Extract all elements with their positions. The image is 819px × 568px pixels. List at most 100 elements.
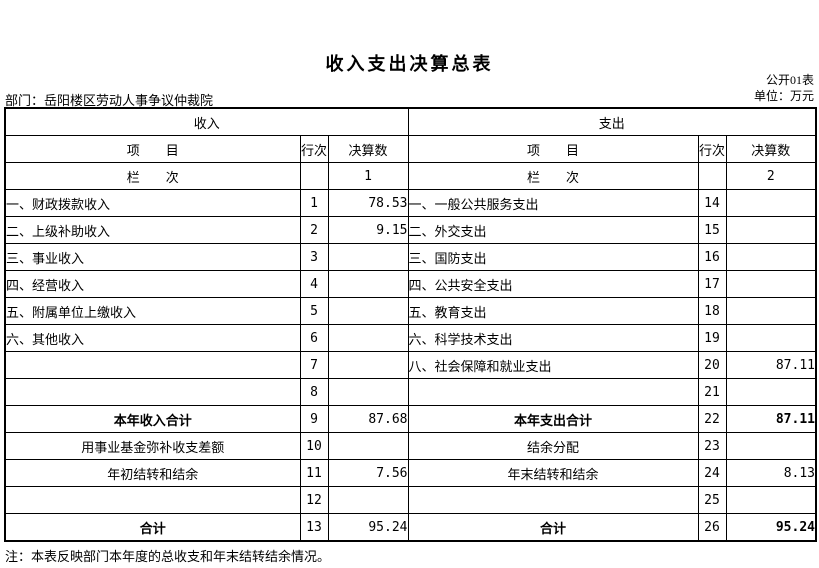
amount-cell — [327, 486, 409, 514]
item-cell: 年末结转和结余 — [407, 459, 699, 487]
expense-section-header: 支出 — [407, 107, 817, 136]
amount-cell: 78.53 — [327, 189, 409, 217]
income-column-number: 1 — [327, 162, 409, 190]
amount-cell — [725, 216, 817, 244]
line-no-cell: 22 — [697, 405, 727, 433]
amount-cell — [725, 486, 817, 514]
amount-cell — [327, 378, 409, 406]
line-no-cell: 15 — [697, 216, 727, 244]
amount-cell — [725, 270, 817, 298]
amount-cell — [725, 324, 817, 352]
item-column-header: 项 目 — [4, 135, 301, 163]
line-no-cell: 1 — [299, 189, 329, 217]
item-cell: 四、公共安全支出 — [407, 270, 699, 298]
table-row: 12 25 — [4, 486, 817, 514]
amount-cell: 87.11 — [725, 351, 817, 379]
item-cell: 合计 — [407, 513, 699, 542]
amount-cell — [327, 243, 409, 271]
amount-cell: 95.24 — [725, 513, 817, 542]
amount-cell — [327, 324, 409, 352]
item-cell — [4, 486, 301, 514]
table-row: 三、事业收入 3 三、国防支出 16 — [4, 243, 817, 271]
item-column-header: 项 目 — [407, 135, 699, 163]
amount-cell: 87.11 — [725, 405, 817, 433]
amount-cell — [725, 189, 817, 217]
line-no-cell: 5 — [299, 297, 329, 325]
line-no-cell: 4 — [299, 270, 329, 298]
total-row-current-year: 本年收入合计 9 87.68 本年支出合计 22 87.11 — [4, 405, 817, 433]
line-no-cell: 18 — [697, 297, 727, 325]
item-cell — [4, 351, 301, 379]
line-no-cell: 25 — [697, 486, 727, 514]
section-header-row: 收入 支出 — [4, 107, 817, 136]
rank-row-label: 栏 次 — [4, 162, 301, 190]
line-no-cell: 8 — [299, 378, 329, 406]
item-cell: 三、国防支出 — [407, 243, 699, 271]
line-no-cell: 19 — [697, 324, 727, 352]
table-row: 六、其他收入 6 六、科学技术支出 19 — [4, 324, 817, 352]
table-note: 注：本表反映部门本年度的总收支和年末结转结余情况。 — [5, 549, 331, 564]
item-cell: 六、科学技术支出 — [407, 324, 699, 352]
line-no-column-header: 行次 — [299, 135, 329, 163]
table-row: 二、上级补助收入 2 9.15 二、外交支出 15 — [4, 216, 817, 244]
line-no-cell: 14 — [697, 189, 727, 217]
item-cell: 本年收入合计 — [4, 405, 301, 433]
line-no-cell: 16 — [697, 243, 727, 271]
line-no-column-header: 行次 — [697, 135, 727, 163]
grand-total-row: 合计 13 95.24 合计 26 95.24 — [4, 513, 817, 542]
summary-table: 收入 支出 项 目 行次 决算数 项 目 行次 决算数 栏 次 1 栏 次 2 … — [4, 107, 817, 542]
table-meta: 公开01表 单位：万元 — [754, 72, 814, 104]
line-no-cell: 2 — [299, 216, 329, 244]
amount-cell: 8.13 — [725, 459, 817, 487]
table-row: 一、财政拨款收入 1 78.53 一、一般公共服务支出 14 — [4, 189, 817, 217]
amount-cell: 87.68 — [327, 405, 409, 433]
item-cell — [407, 486, 699, 514]
table-row: 8 21 — [4, 378, 817, 406]
line-no-cell: 7 — [299, 351, 329, 379]
line-no-cell: 6 — [299, 324, 329, 352]
expense-column-number: 2 — [725, 162, 817, 190]
amount-cell — [725, 243, 817, 271]
empty-cell — [299, 162, 329, 190]
table-row: 五、附属单位上缴收入 5 五、教育支出 18 — [4, 297, 817, 325]
table-row: 年初结转和结余 11 7.56 年末结转和结余 24 8.13 — [4, 459, 817, 487]
amount-column-header: 决算数 — [725, 135, 817, 163]
amount-cell — [725, 378, 817, 406]
item-cell: 结余分配 — [407, 432, 699, 460]
table-row: 7 八、社会保障和就业支出 20 87.11 — [4, 351, 817, 379]
amount-column-header: 决算数 — [327, 135, 409, 163]
item-cell: 一、一般公共服务支出 — [407, 189, 699, 217]
line-no-cell: 3 — [299, 243, 329, 271]
amount-cell: 7.56 — [327, 459, 409, 487]
item-cell: 八、社会保障和就业支出 — [407, 351, 699, 379]
item-cell: 三、事业收入 — [4, 243, 301, 271]
item-cell: 本年支出合计 — [407, 405, 699, 433]
item-cell — [4, 378, 301, 406]
amount-cell: 95.24 — [327, 513, 409, 542]
department-label: 部门：岳阳楼区劳动人事争议仲裁院 — [5, 93, 214, 108]
item-cell: 用事业基金弥补收支差额 — [4, 432, 301, 460]
rank-row: 栏 次 1 栏 次 2 — [4, 162, 817, 190]
line-no-cell: 26 — [697, 513, 727, 542]
amount-cell — [725, 432, 817, 460]
income-section-header: 收入 — [4, 107, 409, 136]
unit-label: 单位：万元 — [753, 89, 814, 103]
amount-cell: 9.15 — [327, 216, 409, 244]
item-cell: 四、经营收入 — [4, 270, 301, 298]
table-row: 四、经营收入 4 四、公共安全支出 17 — [4, 270, 817, 298]
item-cell: 五、附属单位上缴收入 — [4, 297, 301, 325]
amount-cell — [327, 351, 409, 379]
line-no-cell: 12 — [299, 486, 329, 514]
item-cell: 五、教育支出 — [407, 297, 699, 325]
empty-cell — [697, 162, 727, 190]
line-no-cell: 20 — [697, 351, 727, 379]
line-no-cell: 21 — [697, 378, 727, 406]
line-no-cell: 23 — [697, 432, 727, 460]
amount-cell — [327, 432, 409, 460]
item-cell: 二、上级补助收入 — [4, 216, 301, 244]
amount-cell — [725, 297, 817, 325]
item-cell: 一、财政拨款收入 — [4, 189, 301, 217]
table-code: 公开01表 — [765, 73, 814, 87]
item-cell — [407, 378, 699, 406]
